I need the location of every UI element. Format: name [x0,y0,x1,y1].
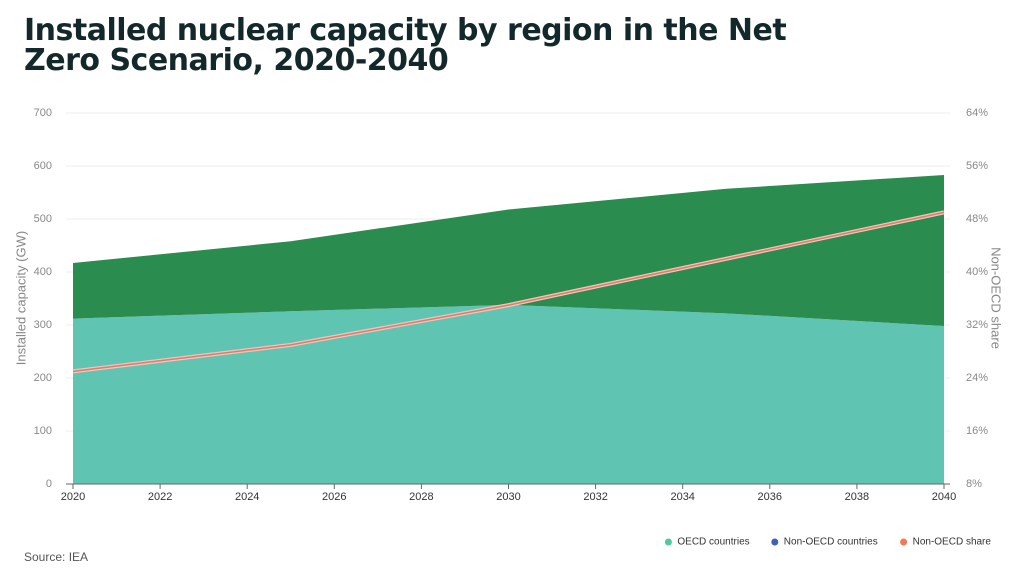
x-tick-label: 2030 [496,491,520,503]
x-tick-label: 2040 [932,491,956,503]
plot-area [66,112,950,485]
y-tick-label: 300 [34,319,52,331]
area [73,304,944,484]
y2-tick-label: 64% [966,107,988,119]
y-tick-label: 200 [34,372,52,384]
x-tick-label: 2020 [61,491,85,503]
legend-label: Non-OECD countries [784,537,878,548]
y2-tick-label: 48% [966,213,988,225]
y-tick-label: 0 [46,478,52,490]
legend-label: OECD countries [677,537,749,548]
y2-tick-label: 32% [966,319,988,331]
legend-marker [771,538,779,546]
y-tick-label: 700 [34,107,52,119]
y-tick-label: 100 [34,425,52,437]
source: Source: IEA [24,550,88,564]
y-tick-label: 600 [34,160,52,172]
x-tick-label: 2036 [758,491,782,503]
y-tick-label: 400 [34,266,52,278]
chart-title: Installed nuclear capacity by region in … [24,13,787,78]
y2-tick-label: 40% [966,266,988,278]
y2-tick-label: 8% [966,478,982,490]
x-tick-label: 2032 [583,491,607,503]
y2-tick-label: 16% [966,425,988,437]
x-tick-label: 2026 [322,491,346,503]
x-tick-label: 2034 [670,491,694,503]
area [73,175,944,327]
x-tick-label: 2024 [235,491,259,503]
y2-tick-label: 24% [966,372,988,384]
y2-tick-label: 56% [966,160,988,172]
line [72,211,945,373]
legend-label: Non-OECD share [913,537,992,548]
y-tick-label: 500 [34,213,52,225]
x-tick-label: 2022 [148,491,172,503]
y-axis-title: Installed capacity (GW) [13,231,28,365]
legend-marker [900,538,908,546]
y2-axis-title: Non-OECD share [989,247,1004,349]
x-tick-label: 2038 [845,491,869,503]
x-tick-label: 2028 [409,491,433,503]
legend-marker [664,538,672,546]
